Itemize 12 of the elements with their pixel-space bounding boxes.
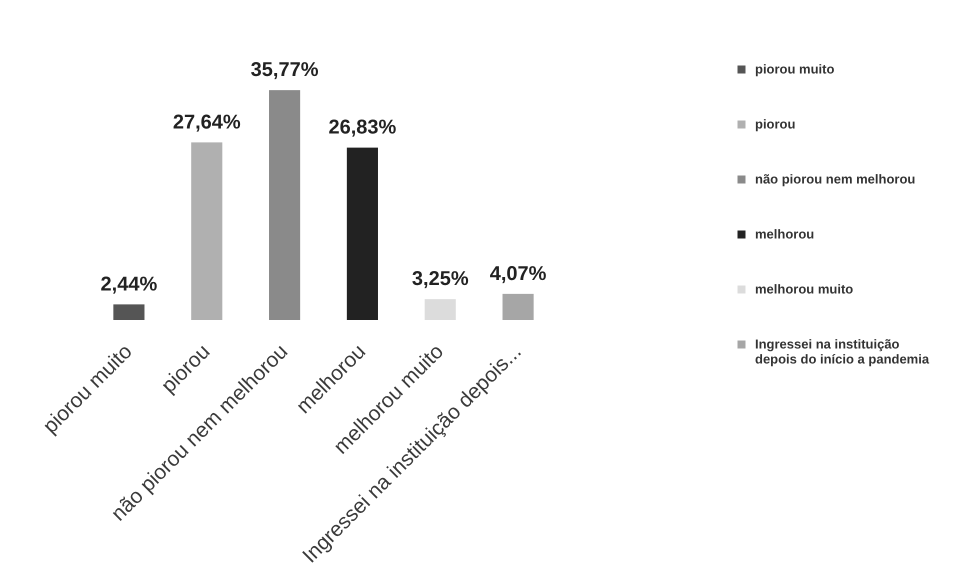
legend-label: Ingressei na instituição depois do início a pandemia: [755, 336, 930, 366]
legend-label: piorou muito: [755, 62, 834, 76]
data-label: 27,64%: [172, 111, 241, 134]
data-label: 2,44%: [100, 273, 158, 296]
data-label: 26,83%: [328, 116, 397, 139]
legend-label: melhorou: [755, 226, 814, 242]
data-label: 4,07%: [490, 262, 547, 285]
legend-label: piorou: [755, 116, 796, 132]
legend-label: não piorou nem melhorou: [755, 172, 916, 186]
legend-label: melhorou muito: [755, 282, 854, 296]
data-label: 3,25%: [412, 268, 469, 290]
data-label: 35,77%: [250, 59, 319, 82]
